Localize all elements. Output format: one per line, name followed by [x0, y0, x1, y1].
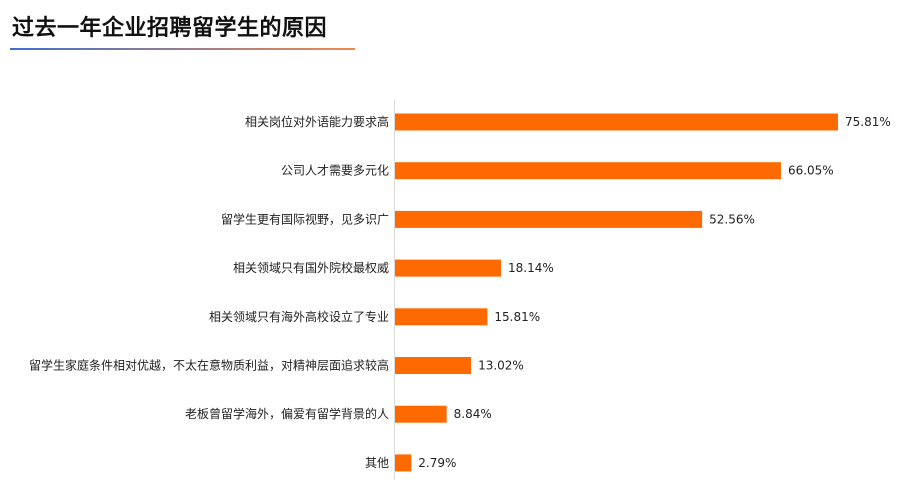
value-label: 8.84%: [454, 407, 492, 421]
category-label: 其他: [365, 456, 389, 470]
value-label: 75.81%: [845, 115, 891, 129]
category-label: 老板曾留学海外，偏爱有留学背景的人: [185, 406, 389, 421]
category-label: 相关领域只有国外院校最权威: [233, 260, 389, 275]
value-label: 66.05%: [788, 164, 834, 178]
value-label: 2.79%: [418, 456, 456, 470]
value-label: 13.02%: [478, 359, 524, 373]
category-label: 留学生更有国际视野，见多识广: [221, 211, 389, 226]
category-label: 相关岗位对外语能力要求高: [245, 114, 389, 129]
category-label: 公司人才需要多元化: [281, 164, 389, 178]
bar: [395, 454, 412, 472]
category-label: 相关领域只有海外高校设立了专业: [209, 309, 389, 324]
value-label: 52.56%: [709, 212, 755, 226]
value-label: 18.14%: [508, 261, 554, 275]
bar: [395, 210, 703, 228]
bar: [395, 405, 447, 423]
value-label: 15.81%: [494, 310, 540, 324]
bar: [395, 162, 781, 180]
bar: [395, 259, 502, 277]
bar: [395, 113, 838, 131]
bar: [395, 308, 488, 326]
page-title: 过去一年企业招聘留学生的原因: [12, 16, 328, 41]
title-underline: [10, 48, 355, 50]
category-label: 留学生家庭条件相对优越，不太在意物质利益，对精神层面追求较高: [29, 358, 389, 373]
bars-layer: 相关岗位对外语能力要求高 75.81% 公司人才需要多元化 66.05% 留学生更有国际…: [29, 113, 891, 472]
bar: [395, 357, 472, 374]
